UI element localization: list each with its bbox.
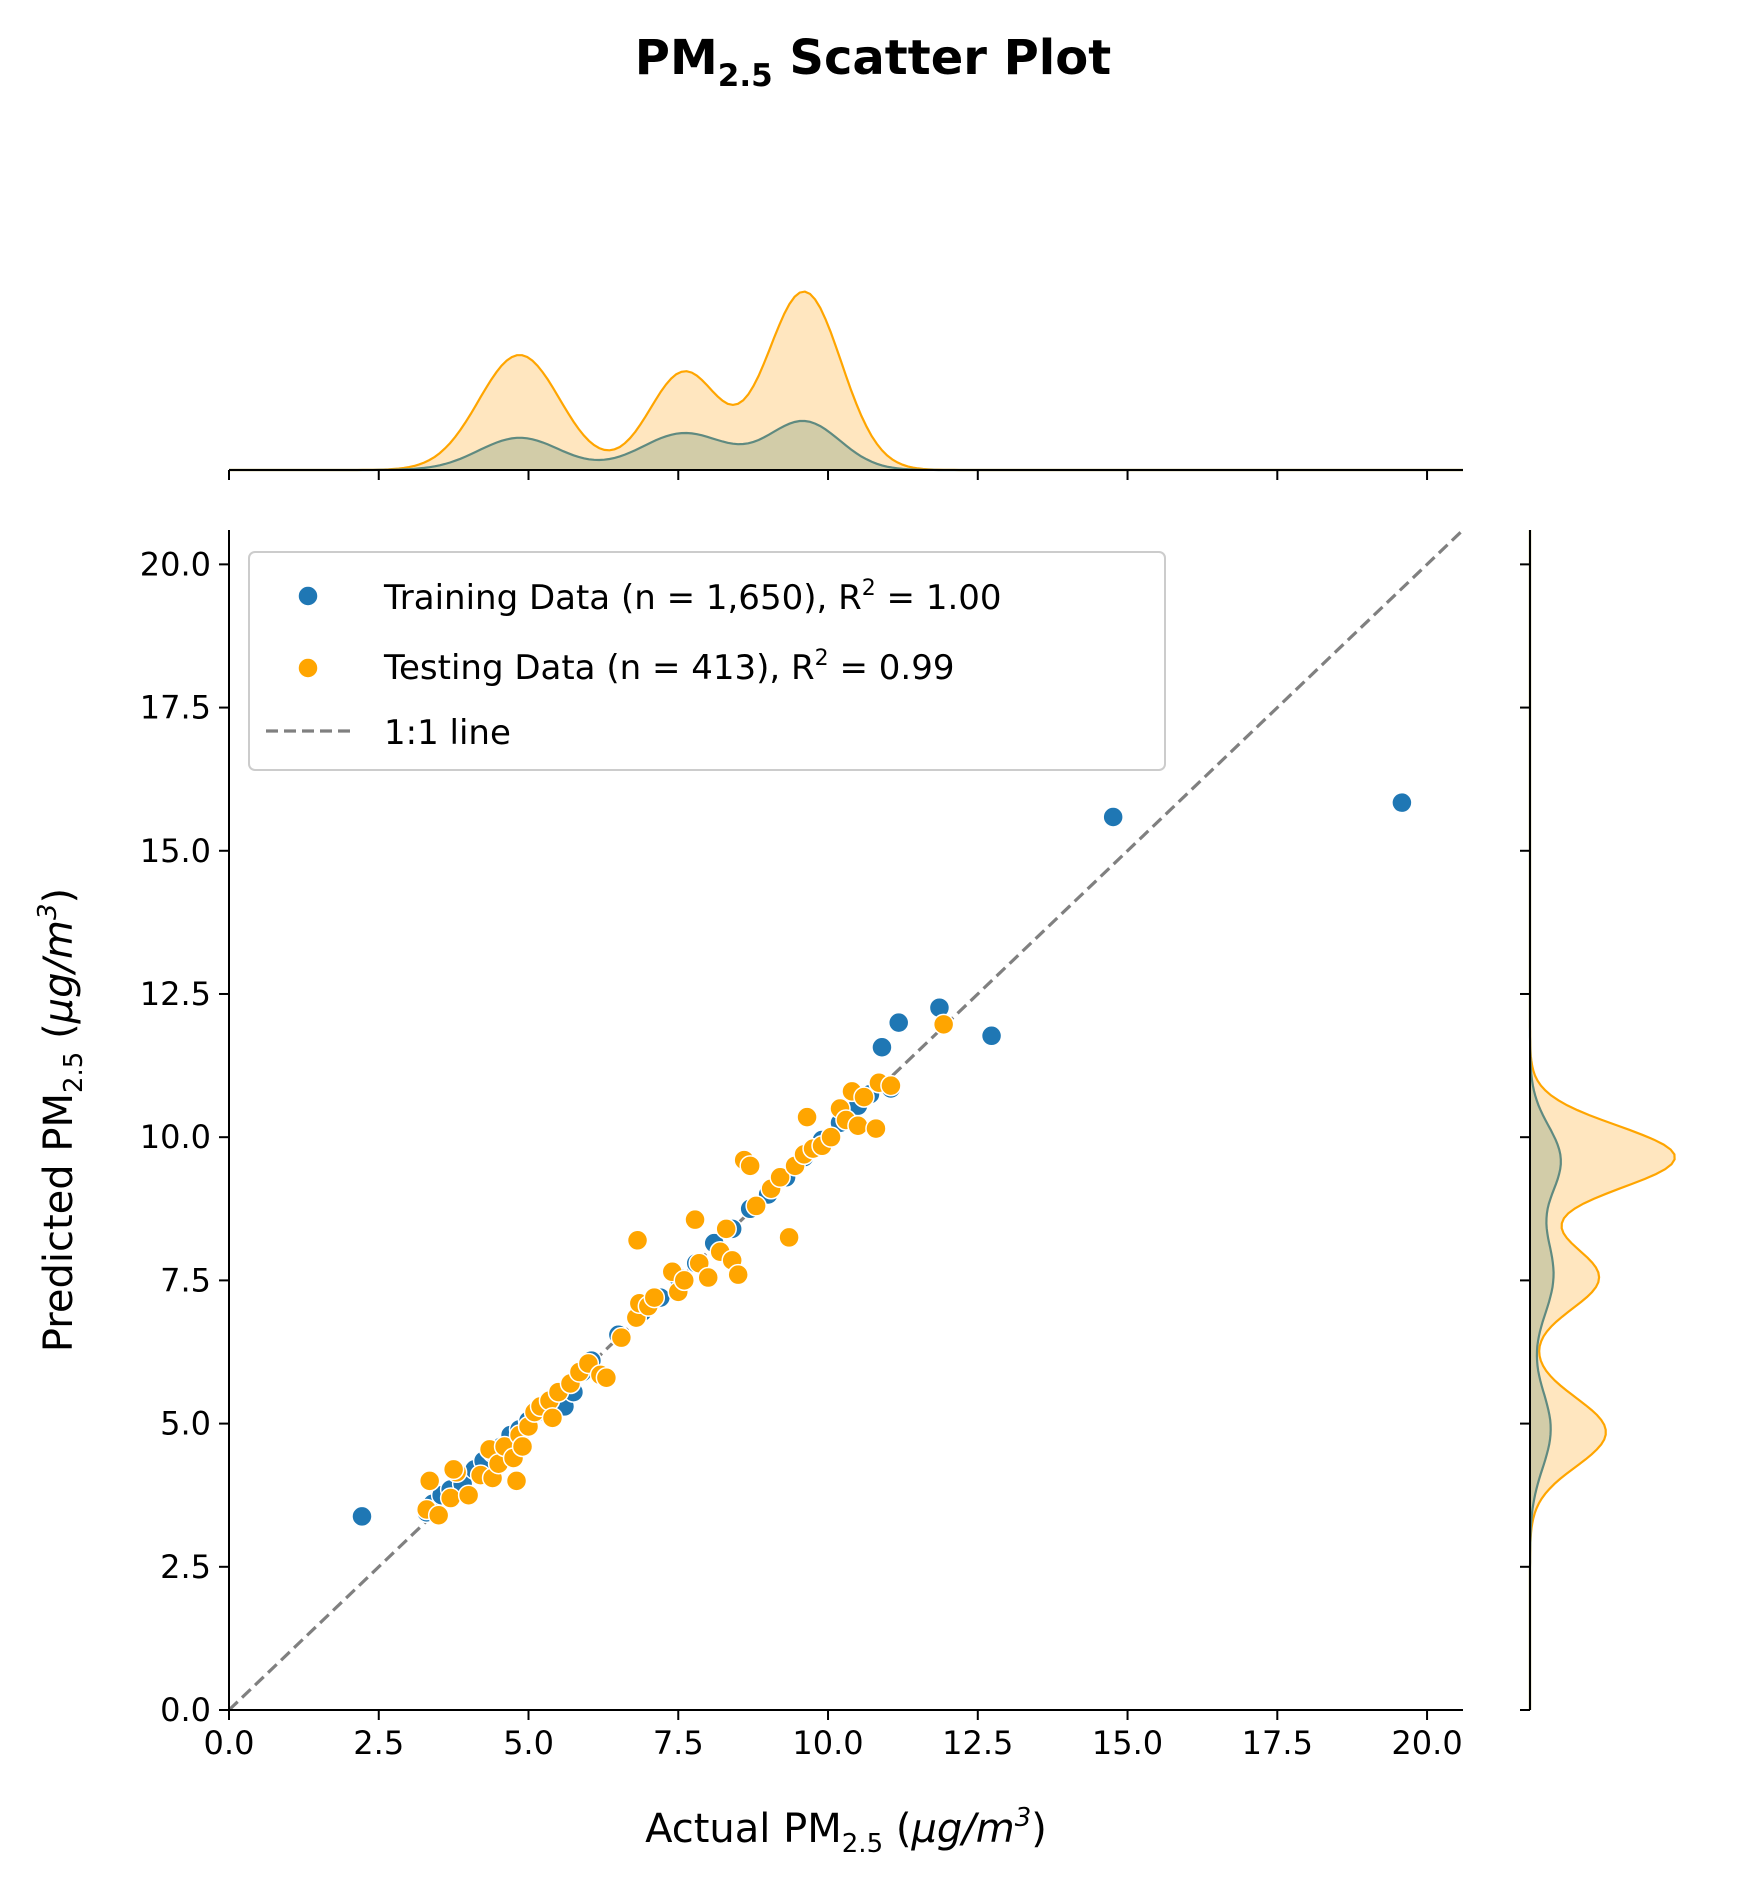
legend-line-label: 1:1 line — [384, 713, 511, 753]
chart-title: PM2.5 Scatter Plot — [635, 30, 1111, 94]
x-tick-label: 7.5 — [653, 1724, 704, 1762]
right-marginal-ticks — [1520, 563, 1530, 1711]
x-tick-label: 17.5 — [1242, 1724, 1313, 1762]
training-point — [1102, 806, 1124, 828]
y-tick-label: 5.0 — [160, 1405, 211, 1443]
testing-point — [880, 1074, 902, 1097]
testing-point — [820, 1126, 842, 1148]
y-axis-label: Predicted PM2.5 (μg/m3) — [33, 888, 89, 1352]
y-tick-label: 15.0 — [140, 832, 211, 870]
top-marginal-ticks — [228, 470, 1429, 480]
top-marginal-kde — [228, 290, 1463, 480]
legend-training-label: Training Data (n = 1,650), R2 = 1.00 — [383, 576, 1002, 618]
right-marginal-kde — [1520, 530, 1676, 1711]
y-tick-label: 7.5 — [160, 1261, 211, 1299]
y-tick-label: 0.0 — [160, 1691, 211, 1729]
legend: Training Data (n = 1,650), R2 = 1.00 Tes… — [248, 551, 1166, 771]
training-point — [887, 1011, 910, 1034]
x-tick-label: 5.0 — [503, 1724, 554, 1762]
training-point — [980, 1025, 1003, 1047]
right-kde-testing-fill — [1530, 530, 1675, 1710]
testing-point — [626, 1229, 649, 1252]
testing-point — [643, 1286, 666, 1309]
testing-point — [427, 1504, 450, 1526]
training-point — [351, 1505, 373, 1528]
testing-point — [865, 1117, 887, 1140]
testing-points — [415, 1013, 955, 1526]
y-tick-label: 20.0 — [140, 545, 211, 583]
testing-point — [439, 1487, 462, 1509]
legend-box — [248, 551, 1166, 771]
testing-point — [595, 1367, 618, 1389]
training-point — [871, 1036, 893, 1059]
testing-point — [511, 1435, 534, 1458]
x-tick-label: 2.5 — [353, 1724, 404, 1762]
testing-point — [727, 1263, 749, 1286]
x-tick-label: 12.5 — [942, 1724, 1013, 1762]
testing-point — [739, 1155, 761, 1177]
testing-point — [541, 1407, 564, 1429]
testing-point — [610, 1326, 633, 1349]
testing-point — [457, 1484, 480, 1506]
testing-point — [505, 1470, 528, 1492]
training-points — [351, 791, 1413, 1528]
training-point — [1391, 791, 1413, 814]
x-tick-label: 20.0 — [1391, 1724, 1462, 1762]
y-axis-ticks: 0.0 2.5 5.0 7.5 10.0 12.5 15.0 17.5 20.0 — [140, 545, 229, 1729]
x-axis-label: Actual PM2.5 (μg/m3) — [645, 1803, 1047, 1859]
testing-point — [796, 1106, 818, 1128]
testing-point — [673, 1269, 696, 1292]
testing-point — [847, 1114, 869, 1137]
testing-point — [778, 1226, 800, 1249]
testing-point — [442, 1458, 465, 1481]
y-tick-label: 12.5 — [140, 975, 211, 1013]
x-tick-label: 15.0 — [1092, 1724, 1163, 1762]
testing-point — [418, 1470, 441, 1492]
legend-training-marker — [297, 585, 319, 607]
y-tick-label: 2.5 — [160, 1548, 211, 1586]
y-tick-label: 17.5 — [140, 689, 211, 727]
top-kde-testing-fill — [229, 291, 1463, 470]
legend-testing-marker — [297, 657, 319, 679]
testing-point — [715, 1218, 737, 1240]
testing-point — [697, 1266, 719, 1289]
testing-point — [932, 1013, 955, 1036]
x-tick-label: 10.0 — [792, 1724, 863, 1762]
testing-point — [745, 1195, 767, 1217]
testing-point — [853, 1086, 875, 1108]
legend-testing-label: Testing Data (n = 413), R2 = 0.99 — [383, 646, 954, 688]
y-tick-label: 10.0 — [140, 1118, 211, 1156]
main-plot: 0.0 2.5 5.0 7.5 10.0 12.5 15.0 17.5 20.0 0.0 2.5 5… — [140, 528, 1465, 1762]
testing-point — [769, 1166, 791, 1189]
x-axis-ticks: 0.0 2.5 5.0 7.5 10.0 12.5 15.0 17.5 20.0 — [204, 1710, 1463, 1762]
testing-point — [684, 1208, 706, 1231]
x-tick-label: 0.0 — [204, 1724, 255, 1762]
